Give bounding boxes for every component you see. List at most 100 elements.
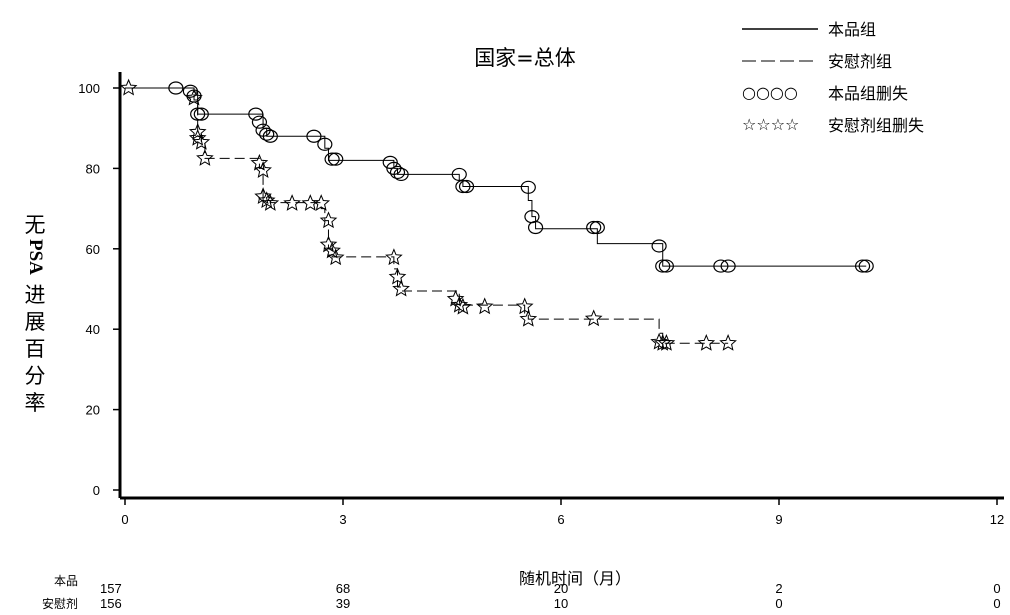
treatment-censor-circle bbox=[655, 259, 671, 273]
legend-solid-line-swatch bbox=[742, 19, 828, 38]
x-tick-label: 3 bbox=[339, 512, 346, 527]
risk-count: 20 bbox=[554, 581, 568, 596]
treatment-censor-circle bbox=[317, 137, 333, 151]
placebo-censor-star bbox=[283, 194, 301, 211]
treatment-censor-circle bbox=[382, 155, 398, 169]
x-axis-label: 随机时间（月） bbox=[519, 569, 631, 588]
treatment-censor-circle bbox=[328, 152, 344, 166]
legend-label: 本品组删失 bbox=[828, 84, 909, 103]
placebo-censor-star bbox=[188, 129, 207, 146]
legend-item-treatment-censored: ○○○○ 本品组删失 bbox=[742, 76, 924, 108]
placebo-censor-star bbox=[475, 297, 494, 315]
treatment-censor-circle bbox=[527, 220, 544, 235]
y-tick-label: 40 bbox=[86, 322, 100, 337]
treatment-censor-circle bbox=[586, 220, 602, 235]
treatment-censor-circle bbox=[262, 129, 278, 143]
legend-circle-marker-key: ○○○○ bbox=[742, 82, 798, 102]
placebo-censor-star bbox=[584, 309, 603, 327]
x-tick-label: 6 bbox=[557, 512, 564, 527]
legend-item-treatment: 本品组 bbox=[742, 12, 924, 44]
y-axis-label: 无 PSA 进 展 百 分 率 bbox=[22, 212, 48, 417]
placebo-censor-star bbox=[719, 333, 737, 351]
treatment-censor-circle bbox=[858, 259, 874, 273]
y-axis-label-part: 无 bbox=[24, 213, 46, 237]
placebo-censor-star bbox=[119, 78, 138, 96]
treatment-censor-circle bbox=[251, 115, 268, 129]
legend-label: 安慰剂组 bbox=[828, 52, 893, 71]
treatment-censor-circle bbox=[713, 259, 729, 273]
y-tick-label: 100 bbox=[78, 81, 100, 96]
y-axis-label-part: 率 bbox=[24, 390, 46, 415]
treatment-censor-circle bbox=[720, 259, 736, 273]
treatment-censor-circle bbox=[259, 127, 275, 141]
placebo-censor-star bbox=[254, 161, 272, 178]
treatment-censor-circle bbox=[451, 167, 467, 182]
treatment-censor-circle bbox=[168, 81, 184, 95]
legend-item-placebo-censored: ☆☆☆☆ 安慰剂组删失 bbox=[742, 108, 924, 140]
treatment-censor-circle bbox=[248, 107, 264, 121]
y-tick-label: 20 bbox=[86, 403, 100, 418]
treatment-censor-circle bbox=[651, 239, 667, 253]
y-axis-label-part: PSA bbox=[25, 239, 46, 275]
legend: 本品组 安慰剂组 ○○○○ 本品组删失 ☆☆☆☆ 安慰剂组删失 bbox=[742, 12, 924, 140]
risk-count: 39 bbox=[336, 596, 350, 611]
y-axis-label-part: 百 bbox=[24, 336, 46, 361]
risk-count: 0 bbox=[993, 581, 1000, 596]
placebo-censor-star bbox=[192, 132, 211, 150]
placebo-survival-line bbox=[125, 87, 729, 344]
risk-row-label: 本品 bbox=[54, 574, 78, 588]
risk-count: 0 bbox=[775, 596, 782, 611]
placebo-censor-star bbox=[392, 279, 410, 297]
treatment-censor-circle bbox=[589, 220, 605, 235]
risk-count: 157 bbox=[100, 581, 122, 596]
treatment-censor-circle bbox=[520, 180, 536, 194]
treatment-censor-circle bbox=[658, 259, 674, 273]
placebo-censor-star bbox=[319, 211, 338, 229]
placebo-censor-star bbox=[185, 88, 203, 106]
legend-star-marker-key: ☆☆☆☆ bbox=[742, 114, 800, 134]
x-tick-label: 0 bbox=[121, 512, 128, 527]
legend-label: 本品组 bbox=[828, 20, 877, 39]
placebo-censor-star bbox=[250, 153, 269, 171]
risk-count: 10 bbox=[554, 596, 568, 611]
treatment-censor-circle bbox=[854, 259, 871, 273]
placebo-censor-star bbox=[188, 122, 207, 140]
y-tick-label: 80 bbox=[86, 161, 100, 176]
risk-row-label: 安慰剂 bbox=[42, 596, 78, 611]
chart-title: 国家=总体 bbox=[474, 46, 576, 70]
treatment-censor-circle bbox=[190, 107, 206, 121]
treatment-censor-circle bbox=[306, 129, 322, 143]
treatment-censor-circle bbox=[393, 167, 409, 182]
y-axis-label-part: 分 bbox=[24, 363, 46, 388]
placebo-censor-star bbox=[385, 248, 403, 266]
placebo-censor-star bbox=[312, 194, 331, 211]
risk-count: 2 bbox=[775, 581, 782, 596]
axes bbox=[118, 72, 1004, 500]
treatment-censor-circle bbox=[324, 152, 340, 166]
legend-label: 安慰剂组删失 bbox=[828, 116, 925, 135]
treatment-censor-circle bbox=[458, 179, 475, 194]
placebo-censor-star bbox=[388, 267, 407, 285]
placebo-censor-star bbox=[254, 187, 272, 205]
placebo-censor-star bbox=[454, 297, 472, 315]
y-axis-label-part: 展 bbox=[24, 309, 46, 334]
placebo-censor-star bbox=[515, 297, 534, 315]
x-tick-label: 9 bbox=[775, 512, 782, 527]
axis-ticks: 0 20 40 60 80 100 0 3 6 9 12 bbox=[78, 81, 1004, 527]
placebo-censor-star bbox=[326, 248, 345, 266]
placebo-censor-star bbox=[196, 149, 214, 166]
y-tick-label: 0 bbox=[93, 483, 100, 498]
legend-dashed-line-swatch bbox=[742, 51, 828, 70]
risk-count: 68 bbox=[336, 581, 350, 596]
treatment-censor-circle bbox=[193, 107, 209, 121]
x-tick-label: 12 bbox=[990, 512, 1004, 527]
placebo-censor-star bbox=[697, 333, 716, 351]
legend-item-placebo: 安慰剂组 bbox=[742, 44, 924, 76]
y-axis-label-part: 进 bbox=[24, 282, 46, 307]
placebo-censor-star bbox=[657, 333, 676, 351]
censor-markers bbox=[119, 78, 874, 351]
risk-count: 0 bbox=[993, 596, 1000, 611]
placebo-censor-star bbox=[261, 194, 280, 211]
